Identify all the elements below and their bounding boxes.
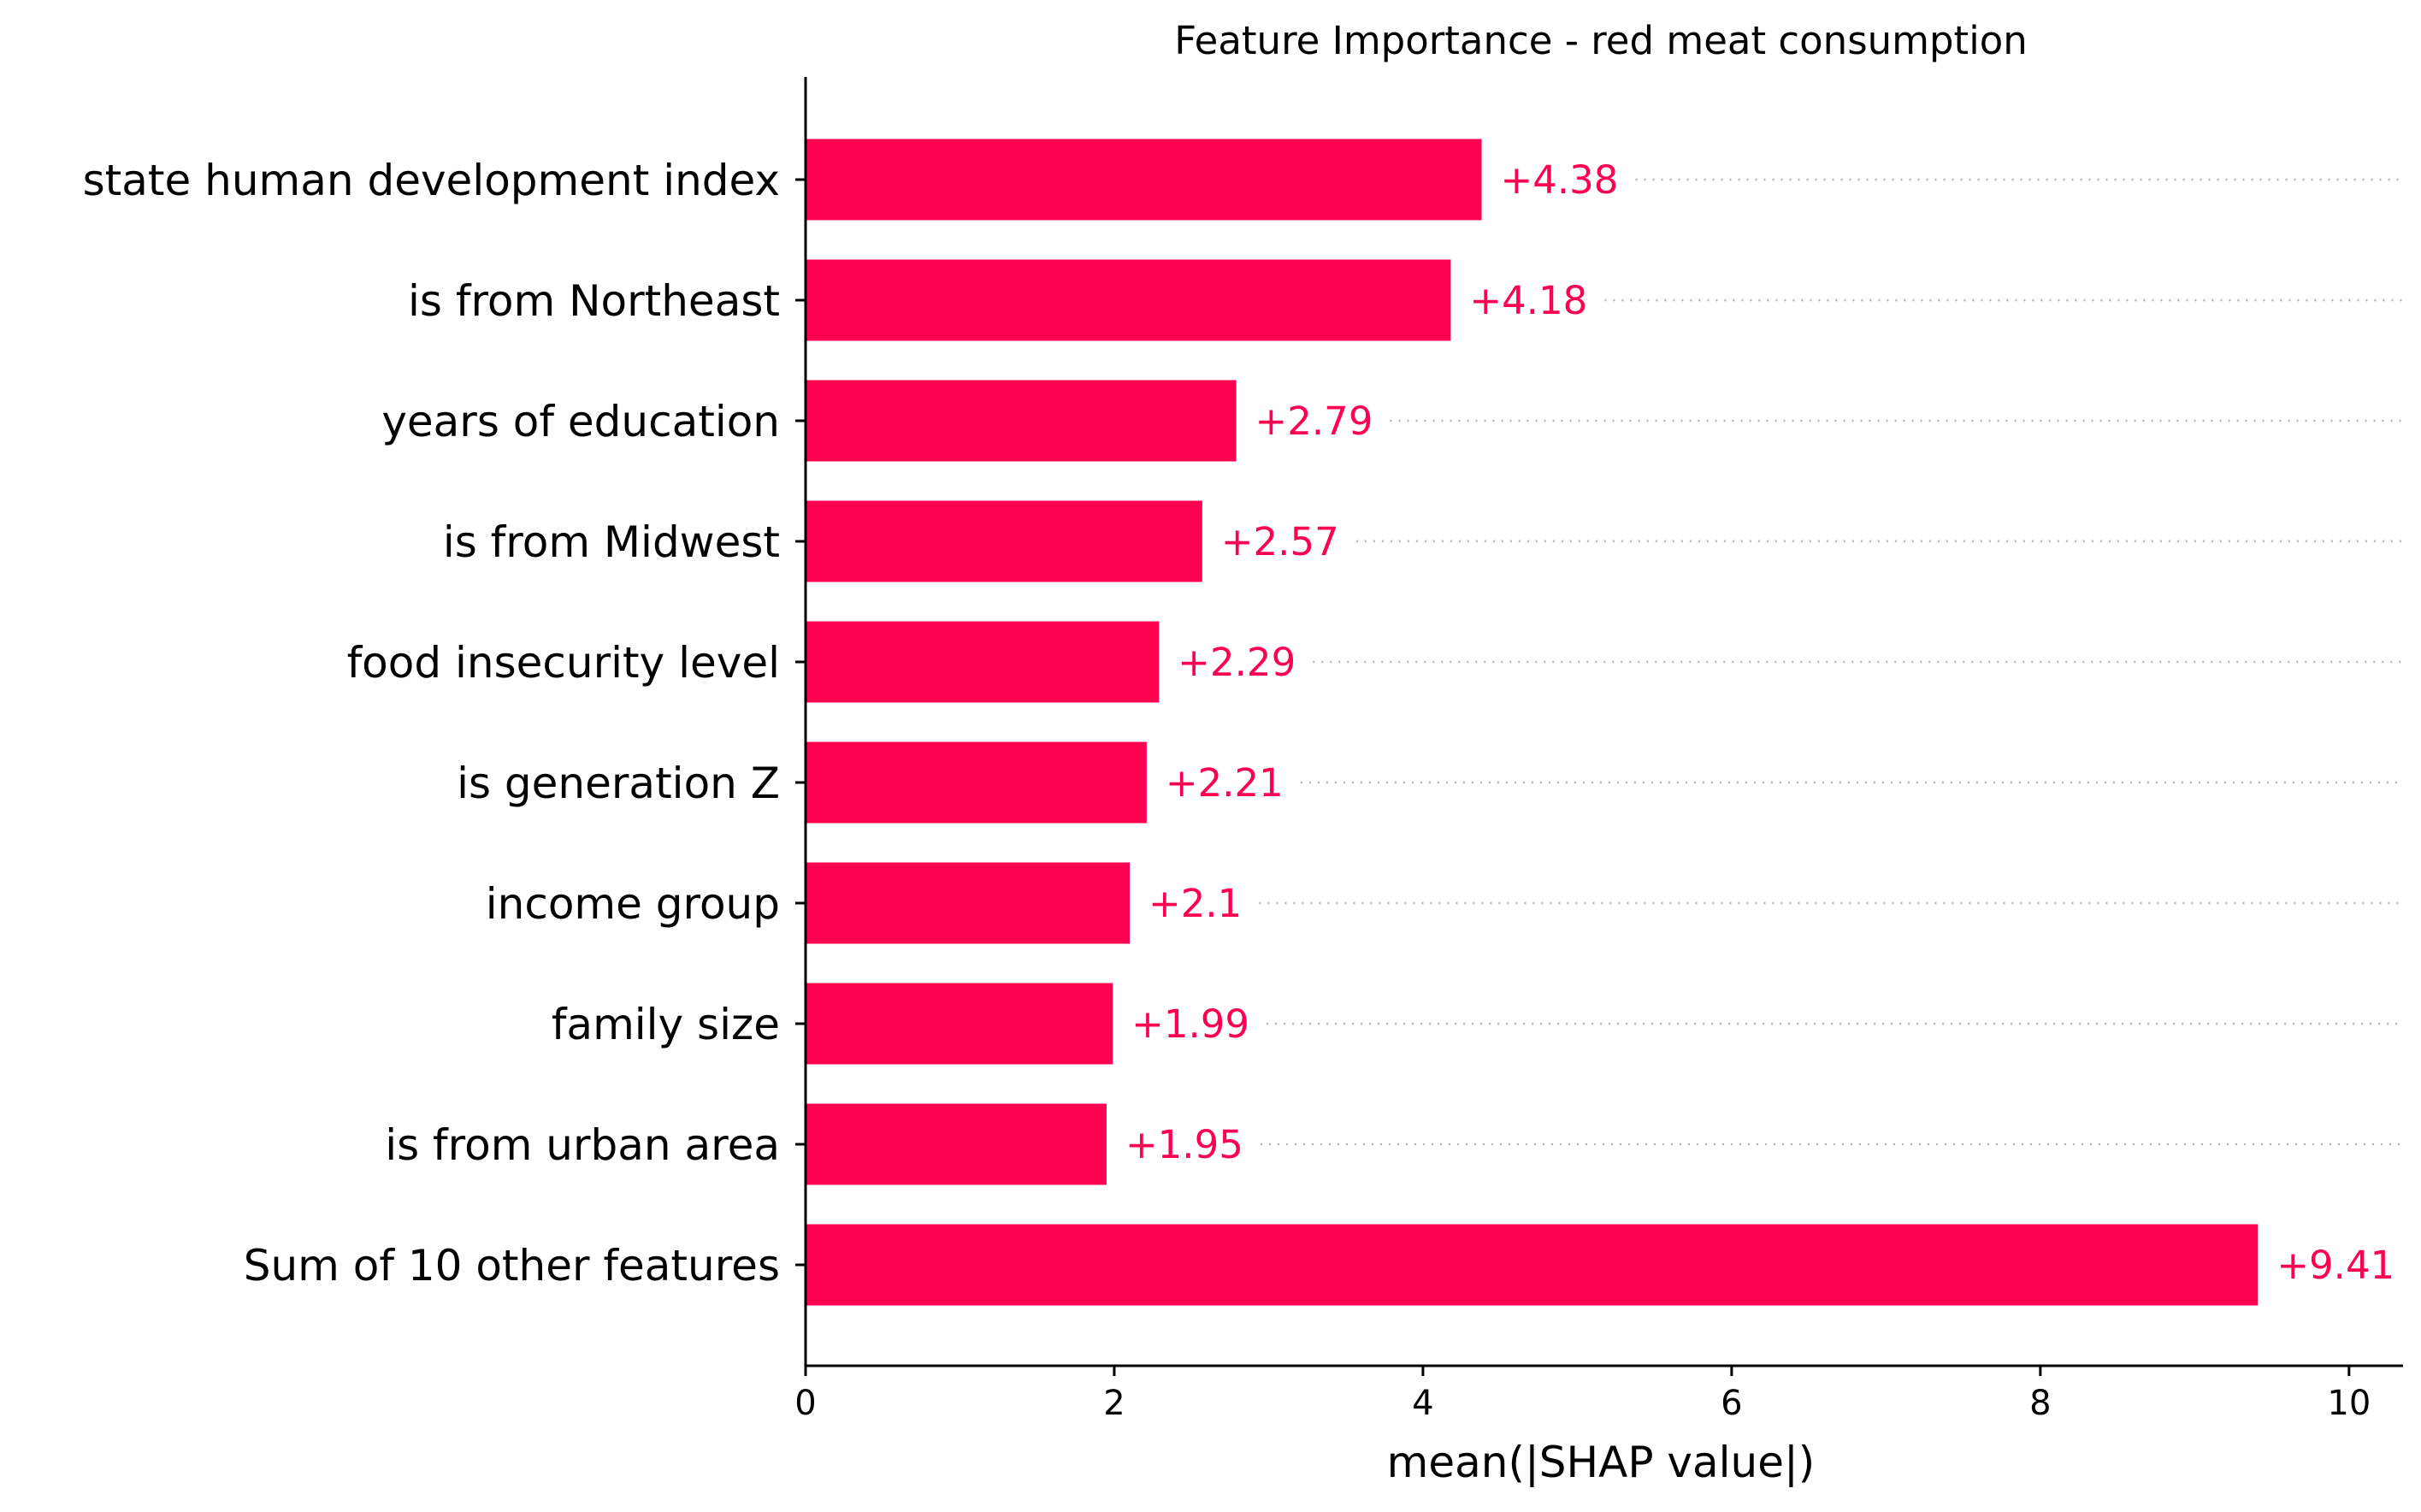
bar: [806, 1103, 1107, 1185]
x-tick-label: 6: [1721, 1384, 1742, 1423]
value-label: +1.99: [1131, 1001, 1249, 1047]
category-label: income group: [486, 879, 780, 929]
x-tick-label: 0: [794, 1384, 816, 1423]
value-label: +2.21: [1166, 760, 1284, 806]
category-label: family size: [552, 1000, 780, 1049]
category-label: Sum of 10 other features: [244, 1241, 780, 1291]
value-label: +1.95: [1125, 1122, 1243, 1167]
category-label: state human development index: [83, 156, 780, 205]
bar: [806, 1224, 2259, 1306]
bars: [806, 139, 2259, 1306]
bar: [806, 259, 1451, 341]
x-axis-label: mean(|SHAP value|): [1387, 1438, 1816, 1487]
x-tick-label: 8: [2029, 1384, 2051, 1423]
value-label: +2.79: [1255, 399, 1373, 444]
category-labels: state human development index is from Nor…: [83, 156, 806, 1291]
bar: [806, 621, 1160, 703]
bar: [806, 983, 1113, 1065]
guide-lines: [1259, 178, 2403, 1146]
bar: [806, 741, 1147, 824]
category-label: is from Northeast: [408, 276, 780, 326]
bar: [806, 139, 1482, 221]
value-label: +4.38: [1501, 157, 1619, 203]
x-axis: 0 2 4 6 8 10: [794, 1364, 2403, 1423]
bar: [806, 380, 1237, 462]
category-label: is generation Z: [457, 759, 780, 808]
category-label: food insecurity level: [347, 638, 780, 688]
value-label: +2.29: [1178, 640, 1296, 685]
bar: [806, 500, 1202, 582]
bar: [806, 862, 1131, 944]
x-tick-label: 2: [1103, 1384, 1125, 1423]
chart-title: Feature Importance - red meat consumptio…: [1174, 18, 2028, 63]
category-label: is from Midwest: [443, 517, 780, 567]
category-label: years of education: [381, 397, 780, 446]
value-label: +2.57: [1221, 519, 1339, 564]
value-label: +4.18: [1469, 278, 1587, 323]
value-labels: +4.38 +4.18 +2.79 +2.57 +2.29 +2.21 +2.1 +1.99 +…: [1125, 157, 2394, 1288]
x-tick-label: 4: [1412, 1384, 1433, 1423]
x-tick-label: 10: [2327, 1384, 2371, 1423]
value-label: +9.41: [2276, 1243, 2394, 1288]
category-label: is from urban area: [385, 1120, 780, 1170]
value-label: +2.1: [1148, 881, 1242, 926]
